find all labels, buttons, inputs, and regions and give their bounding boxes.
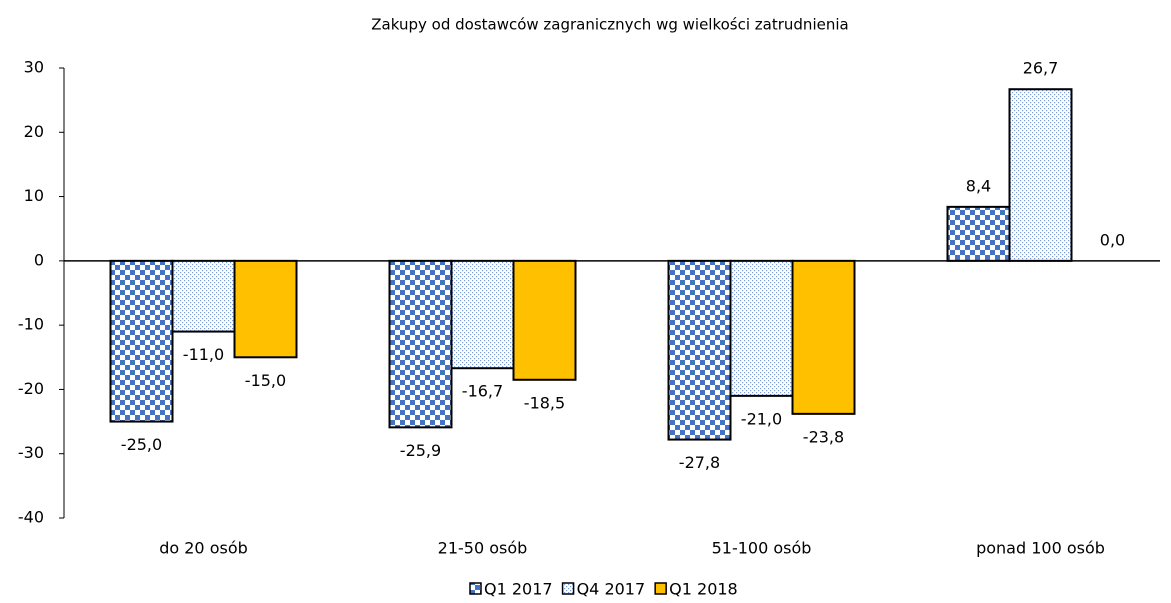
y-tick-label: -30 bbox=[18, 443, 44, 462]
data-label: -27,8 bbox=[679, 453, 720, 472]
bar bbox=[171, 259, 236, 333]
x-tick-label: do 20 osób bbox=[159, 539, 248, 558]
y-tick-label: -40 bbox=[18, 508, 44, 527]
legend-swatch bbox=[654, 582, 667, 595]
bar bbox=[109, 259, 174, 423]
y-tick-label: 0 bbox=[34, 250, 44, 269]
data-label: -11,0 bbox=[183, 345, 224, 364]
x-tick-label: 51-100 osób bbox=[712, 539, 812, 558]
bar bbox=[791, 259, 856, 415]
x-tick-label: 21-50 osób bbox=[438, 539, 528, 558]
bar bbox=[729, 259, 794, 397]
y-tick-label: 20 bbox=[24, 122, 44, 141]
bar bbox=[667, 259, 732, 441]
bar bbox=[1008, 88, 1073, 262]
data-label: -23,8 bbox=[803, 427, 844, 446]
y-tick-label: 10 bbox=[24, 186, 44, 205]
y-tick-label: -10 bbox=[18, 315, 44, 334]
bar bbox=[388, 259, 453, 429]
legend-swatch bbox=[561, 582, 575, 595]
y-tick-label: -20 bbox=[18, 379, 44, 398]
bar bbox=[946, 205, 1011, 262]
data-label: -16,7 bbox=[462, 382, 503, 401]
data-label: 8,4 bbox=[966, 176, 991, 195]
data-label: -25,0 bbox=[121, 435, 162, 454]
data-label: -21,0 bbox=[741, 409, 782, 428]
chart-title: Zakupy od dostawców zagranicznych wg wie… bbox=[371, 16, 848, 34]
bar bbox=[233, 259, 298, 359]
legend-label: Q1 2017 bbox=[484, 580, 553, 599]
data-label: -18,5 bbox=[524, 393, 565, 412]
legend-label: Q1 2018 bbox=[669, 580, 738, 599]
data-label: -25,9 bbox=[400, 441, 441, 460]
bar bbox=[450, 259, 515, 370]
data-label: 0,0 bbox=[1100, 230, 1125, 249]
data-label: 26,7 bbox=[1023, 59, 1059, 78]
legend-swatch bbox=[469, 582, 482, 595]
legend-label: Q4 2017 bbox=[577, 580, 646, 599]
bar bbox=[512, 259, 577, 381]
x-tick-label: ponad 100 osób bbox=[976, 539, 1105, 558]
y-tick-label: 30 bbox=[24, 58, 44, 77]
data-label: -15,0 bbox=[245, 371, 286, 390]
